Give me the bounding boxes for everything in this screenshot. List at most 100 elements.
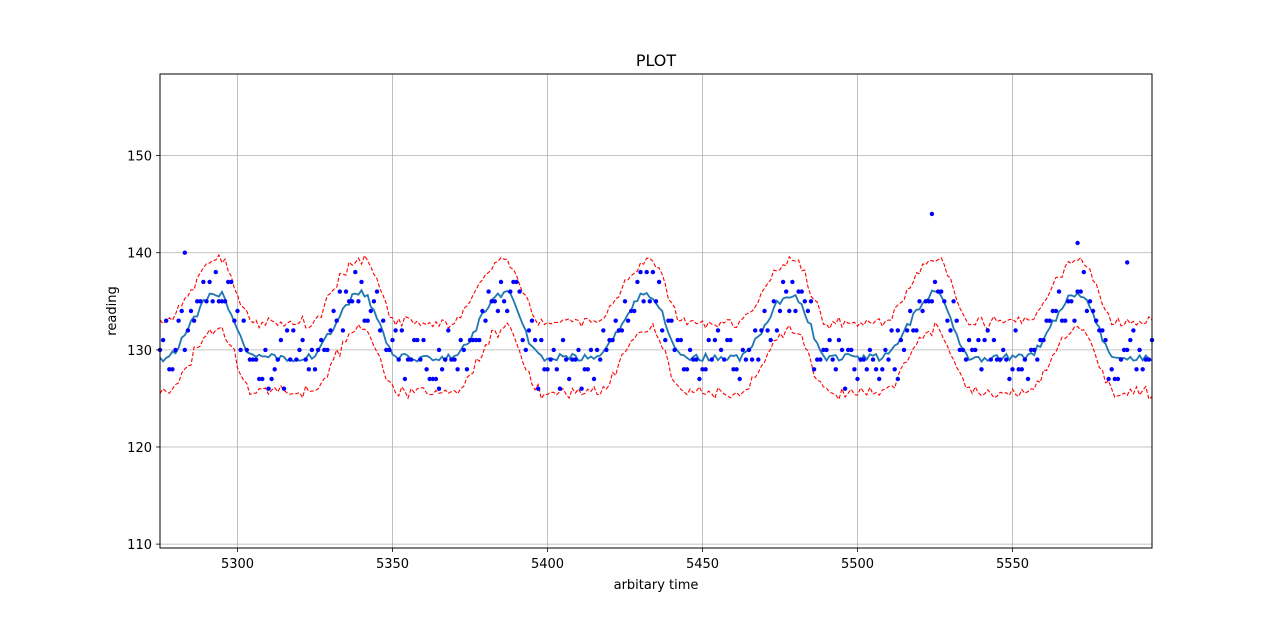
data-point <box>430 376 435 382</box>
data-point <box>176 318 181 323</box>
data-point <box>229 279 234 285</box>
data-point <box>315 347 321 353</box>
data-point <box>353 269 358 275</box>
data-point <box>207 279 212 285</box>
data-point <box>474 337 479 343</box>
data-point <box>284 328 290 333</box>
data-point <box>619 328 625 333</box>
data-point <box>582 367 587 372</box>
data-point <box>443 357 448 362</box>
data-point <box>970 347 975 353</box>
data-point <box>914 328 919 333</box>
data-point <box>201 279 206 285</box>
data-point <box>402 376 408 382</box>
data-point <box>777 308 783 314</box>
data-point <box>849 347 854 353</box>
data-point <box>892 367 897 372</box>
data-point <box>601 328 606 333</box>
data-point <box>579 386 584 391</box>
data-point <box>272 367 277 372</box>
data-point <box>294 357 299 362</box>
y-tick-label: 120 <box>127 441 152 456</box>
data-point <box>591 376 597 382</box>
data-point <box>551 347 556 353</box>
data-point <box>458 337 463 343</box>
data-point <box>1022 357 1028 362</box>
outlier-point <box>1075 240 1080 246</box>
data-point <box>560 337 566 343</box>
confidence-band <box>159 253 1153 401</box>
data-point <box>870 357 876 362</box>
data-point <box>957 347 962 353</box>
data-point <box>839 347 845 353</box>
data-point <box>768 337 773 343</box>
data-point <box>1081 269 1087 275</box>
data-point <box>356 299 361 304</box>
data-point <box>880 367 885 372</box>
data-point <box>746 347 752 353</box>
data-point <box>765 328 770 333</box>
data-point <box>508 289 513 294</box>
data-point <box>771 299 776 304</box>
data-point <box>1025 376 1031 382</box>
data-point <box>263 347 268 353</box>
data-point <box>883 347 888 353</box>
data-point <box>427 376 432 382</box>
data-point <box>1084 308 1090 314</box>
data-point <box>908 308 913 314</box>
data-point <box>598 357 603 362</box>
data-point <box>948 328 953 333</box>
data-point <box>312 367 318 372</box>
x-tick-label: 5350 <box>376 557 409 572</box>
data-point <box>331 308 336 314</box>
data-point <box>470 337 476 343</box>
data-point <box>213 269 218 275</box>
x-axis-label: arbitary time <box>614 578 699 593</box>
data-point <box>718 347 724 353</box>
data-point <box>1038 337 1043 343</box>
data-point <box>501 299 507 304</box>
data-point <box>483 318 488 323</box>
data-point <box>836 337 842 343</box>
data-point <box>539 337 544 343</box>
data-point <box>728 337 733 343</box>
data-point <box>275 357 280 362</box>
data-point <box>542 367 547 372</box>
plot-frame <box>159 73 1153 549</box>
data-point <box>610 337 615 343</box>
data-point <box>278 337 284 343</box>
data-point <box>982 337 987 343</box>
data-point <box>1097 328 1102 333</box>
data-point <box>418 357 423 362</box>
data-point <box>452 357 457 362</box>
data-point <box>1078 289 1083 294</box>
data-point <box>340 328 346 333</box>
data-point <box>269 376 274 382</box>
data-point <box>371 299 377 304</box>
data-point <box>412 337 417 343</box>
data-point <box>613 318 618 323</box>
data-point <box>306 367 311 372</box>
data-point <box>691 357 696 362</box>
data-point <box>1019 367 1024 372</box>
data-point <box>985 328 990 333</box>
data-point <box>740 347 745 353</box>
outlier-point <box>182 250 187 255</box>
data-point <box>1007 376 1012 382</box>
data-point <box>1053 308 1059 314</box>
data-point <box>495 308 501 314</box>
data-point <box>1109 367 1114 372</box>
data-point <box>858 357 863 362</box>
data-point <box>1072 318 1077 323</box>
data-point <box>904 328 910 333</box>
data-point <box>997 357 1003 362</box>
data-point <box>557 386 563 391</box>
data-point <box>1115 376 1121 382</box>
data-point <box>1090 308 1096 314</box>
data-point <box>384 347 389 353</box>
data-point <box>656 279 662 285</box>
data-point <box>1041 337 1046 343</box>
data-point <box>198 299 203 304</box>
data-point <box>191 318 197 323</box>
data-point <box>253 357 259 362</box>
